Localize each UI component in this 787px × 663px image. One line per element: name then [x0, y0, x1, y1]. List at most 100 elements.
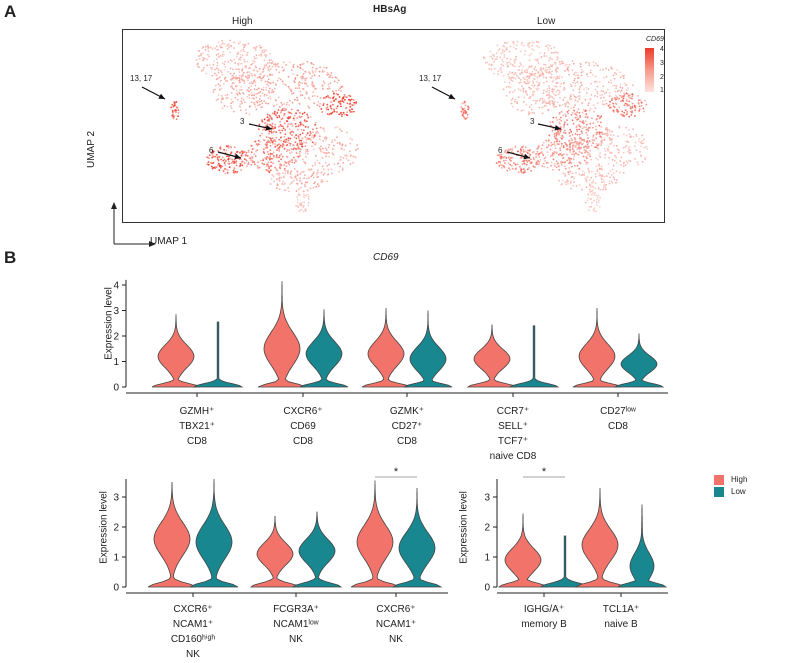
violin-low [192, 321, 244, 388]
category-label-line: CD160ʰⁱᵍʰ [170, 634, 216, 645]
category-label-line: CCR7⁺ [496, 406, 530, 417]
y-tick-label: 4 [113, 281, 119, 292]
y-tick-label: 0 [113, 383, 119, 394]
violin-panel-3: 0 1 2 3 * [484, 466, 668, 597]
violin-high [350, 480, 400, 588]
violin-high [361, 308, 411, 388]
cluster-label-3-low: 3 [530, 117, 535, 126]
umap-scatter [141, 39, 649, 213]
panel-a-letter: A [4, 2, 17, 21]
category-label-line: NK [389, 634, 403, 645]
y-tick-label: 3 [113, 306, 119, 317]
category-label: GZMH⁺ TBX21⁺ CD8 [147, 404, 247, 449]
umap-title: HBsAg [373, 4, 407, 15]
umap-legend-tick-4: 4 [660, 46, 664, 53]
y-tick-label: 1 [113, 553, 119, 564]
category-label-line: GZMH⁺ [179, 406, 215, 417]
umap-subtitle-high: High [232, 16, 253, 27]
category-label-line: memory B [521, 619, 567, 630]
category-label-line: IGHG/A⁺ [523, 604, 565, 615]
category-label-line: NCAM1ˡᵒʷ [273, 619, 319, 630]
category-label: CXCR6⁺ CD69 CD8 [253, 404, 353, 449]
category-label: CCR7⁺ SELL⁺ TCF7⁺ naive CD8 [463, 404, 563, 464]
violin-high [574, 488, 626, 588]
cluster-label-13-17-high: 13, 17 [130, 74, 153, 83]
category-label-line: GZMK⁺ [389, 406, 425, 417]
y-tick-label: 2 [113, 332, 119, 343]
umap-axis-x: UMAP 1 [150, 236, 188, 247]
panel-b-letter: B [4, 248, 17, 267]
umap-arrow-head [158, 93, 165, 99]
category-label: TCL1A⁺ naive B [571, 602, 671, 632]
category-label: CXCR6⁺ NCAM1⁺ NK [346, 602, 446, 647]
cluster-label-13-17-low: 13, 17 [419, 74, 442, 83]
legend-label-low: Low [731, 487, 746, 496]
category-label-line: TCL1A⁺ [602, 604, 640, 615]
category-label-line: CD27⁺ [391, 421, 423, 432]
violin-ylabel-row3: Expression level [458, 491, 470, 564]
umap-arrow-head [523, 153, 530, 160]
cluster-label-6-low: 6 [498, 146, 503, 155]
umap-arrow-head [265, 124, 272, 131]
violin-high [466, 324, 518, 388]
category-label-line: CD69 [290, 421, 316, 432]
violin-ylabel-row1: Expression level [103, 287, 115, 360]
category-label: GZMK⁺ CD27⁺ CD8 [357, 404, 457, 449]
cluster-label-3-high: 3 [240, 117, 245, 126]
category-label-line: naive CD8 [489, 451, 537, 462]
category-label: CXCR6⁺ NCAM1⁺ CD160ʰⁱᵍʰ NK [143, 602, 243, 662]
category-label: CD27ˡᵒʷ CD8 [568, 404, 668, 434]
umap-legend-tick-1: 1 [660, 87, 664, 94]
violin-high [497, 513, 549, 588]
violin-high [147, 481, 197, 588]
y-tick-label: 3 [484, 493, 490, 504]
category-label-line: CD8 [607, 421, 628, 432]
umap-legend-tick-2: 2 [660, 74, 664, 81]
significance-star: * [394, 466, 399, 478]
category-label-line: TBX21⁺ [179, 421, 215, 432]
category-label-line: FCGR3A⁺ [273, 604, 319, 615]
y-tick-label: 1 [113, 357, 119, 368]
violin-low [508, 325, 560, 388]
category-label-line: CD27ˡᵒʷ [600, 406, 636, 417]
violin-high [257, 281, 307, 388]
cluster-label-6-high: 6 [209, 146, 214, 155]
category-label: FCGR3A⁺ NCAM1ˡᵒʷ NK [246, 602, 346, 647]
umap-arrow-head [448, 93, 455, 99]
category-label-line: CD8 [396, 436, 417, 447]
category-label-line: NCAM1⁺ [172, 619, 214, 630]
category-label-line: CD8 [186, 436, 207, 447]
violin-high [249, 516, 301, 588]
violin-low [391, 488, 443, 588]
violin-low [291, 511, 343, 588]
umap-high-points [170, 39, 359, 213]
umap-legend-title: CD69 [646, 36, 664, 43]
significance-star: * [542, 466, 547, 478]
violin-low [540, 535, 590, 588]
umap-subtitle-low: Low [537, 16, 556, 27]
y-tick-label: 0 [113, 583, 119, 594]
y-tick-label: 1 [484, 553, 490, 564]
violin-low [613, 333, 665, 388]
umap-legend-tick-3: 3 [660, 60, 664, 67]
violin-title: CD69 [373, 252, 399, 263]
y-tick-label: 2 [113, 523, 119, 534]
umap-axis-y: UMAP 2 [86, 130, 97, 168]
umap-legend-colorbar [645, 48, 654, 92]
category-label-line: NCAM1⁺ [375, 619, 417, 630]
violin-panel-1: 0 1 2 3 4 [113, 279, 668, 397]
umap-axes-arrows [111, 202, 156, 247]
y-tick-label: 2 [484, 523, 490, 534]
legend-swatch-high [714, 475, 724, 485]
violin-low [616, 504, 668, 588]
umap-arrow-head [234, 153, 241, 160]
category-label-line: SELL⁺ [498, 421, 528, 432]
category-label-line: naive B [604, 619, 638, 630]
violin-high [572, 308, 622, 388]
violin-low [299, 309, 349, 388]
violin-panel-2: 0 1 2 3 * [113, 466, 448, 597]
violin-high [151, 314, 201, 388]
y-tick-label: 0 [484, 583, 490, 594]
category-label: IGHG/A⁺ memory B [494, 602, 594, 632]
category-label-line: CXCR6⁺ [173, 604, 213, 615]
